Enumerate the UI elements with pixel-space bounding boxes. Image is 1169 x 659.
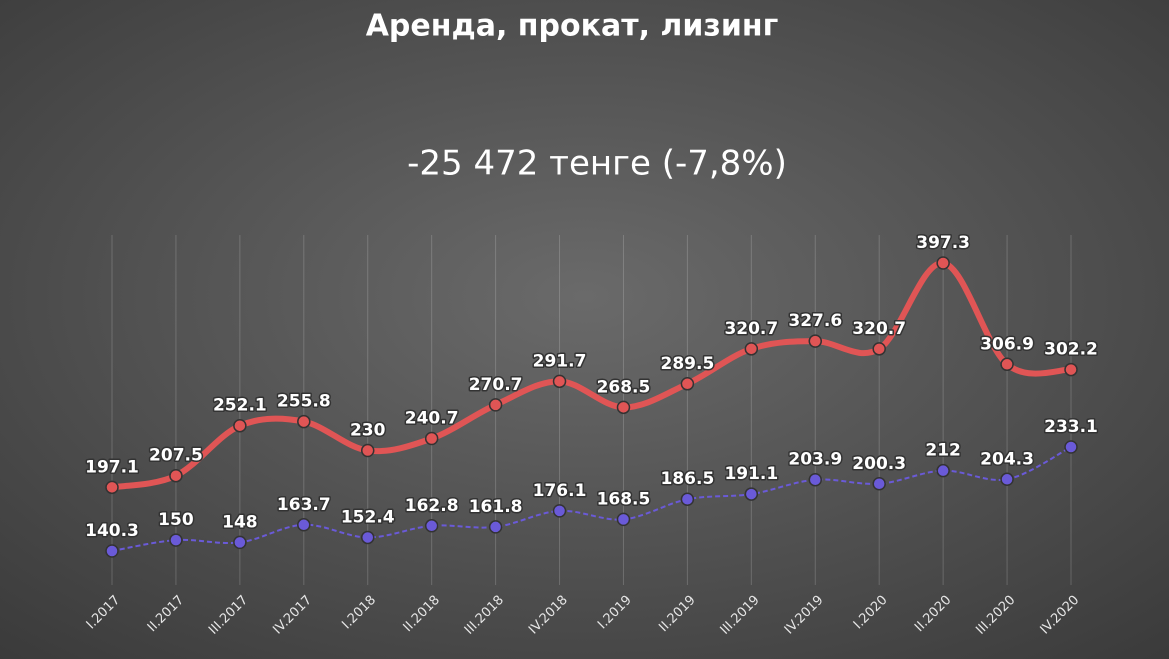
data-point	[936, 256, 950, 270]
data-label: 240.7	[405, 408, 459, 428]
data-label: 161.8	[469, 497, 523, 517]
data-label: 186.5	[661, 469, 715, 489]
data-point	[297, 518, 311, 532]
data-label: 397.3	[916, 233, 970, 253]
data-label: 200.3	[852, 454, 906, 474]
data-label: 207.5	[149, 446, 203, 466]
data-label: 230	[350, 420, 386, 440]
data-point	[680, 377, 695, 391]
data-label: 252.1	[213, 396, 267, 416]
data-label: 255.8	[277, 392, 331, 412]
data-label: 291.7	[533, 351, 587, 371]
data-label: 270.7	[469, 375, 523, 395]
data-point	[616, 512, 631, 527]
data-label: 327.6	[788, 311, 842, 331]
data-label: 320.7	[852, 319, 906, 339]
data-point	[488, 398, 503, 412]
data-label: 191.1	[724, 464, 778, 484]
data-point	[808, 334, 823, 348]
data-label: 150	[158, 510, 194, 530]
data-point	[297, 414, 311, 429]
data-point	[105, 544, 119, 558]
data-label: 289.5	[661, 354, 715, 374]
data-point	[105, 480, 119, 495]
chart-subtitle: -25 472 тенге (-7,8%)	[407, 144, 787, 184]
data-label: 140.3	[85, 521, 139, 541]
data-point	[872, 342, 886, 356]
data-point	[360, 443, 375, 458]
data-label: 162.8	[405, 496, 459, 516]
data-point	[872, 477, 886, 491]
chart-title: Аренда, прокат, лизинг	[366, 9, 779, 44]
data-point	[169, 533, 183, 547]
data-label: 148	[222, 512, 258, 532]
data-label: 163.7	[277, 495, 331, 515]
data-label: 212	[925, 441, 961, 461]
data-label: 168.5	[597, 489, 651, 509]
data-point	[169, 468, 183, 483]
data-point	[552, 504, 567, 518]
data-point	[744, 487, 759, 501]
data-point	[552, 374, 567, 389]
data-point	[680, 492, 695, 506]
data-point	[1000, 357, 1014, 372]
data-label: 268.5	[597, 377, 651, 397]
data-label: 306.9	[980, 334, 1034, 354]
data-label: 320.7	[724, 319, 778, 339]
data-point	[616, 400, 631, 415]
series-line	[111, 446, 1072, 552]
data-label: 203.9	[788, 450, 842, 470]
data-point	[1064, 440, 1078, 454]
data-point	[233, 535, 247, 550]
data-point	[424, 519, 439, 533]
data-point	[744, 342, 759, 356]
data-point	[936, 463, 950, 478]
data-point	[1000, 472, 1014, 487]
data-point	[1064, 362, 1078, 377]
series-line	[111, 260, 1072, 491]
data-point	[233, 418, 247, 433]
data-label: 197.1	[85, 457, 139, 477]
data-label: 204.3	[980, 449, 1034, 469]
data-label: 302.2	[1044, 340, 1098, 360]
data-label: 176.1	[533, 481, 587, 501]
data-point	[808, 472, 823, 487]
data-label: 233.1	[1044, 417, 1098, 437]
data-point	[360, 530, 375, 545]
data-point	[488, 520, 503, 534]
data-point	[424, 431, 439, 446]
data-label: 152.4	[341, 507, 395, 527]
